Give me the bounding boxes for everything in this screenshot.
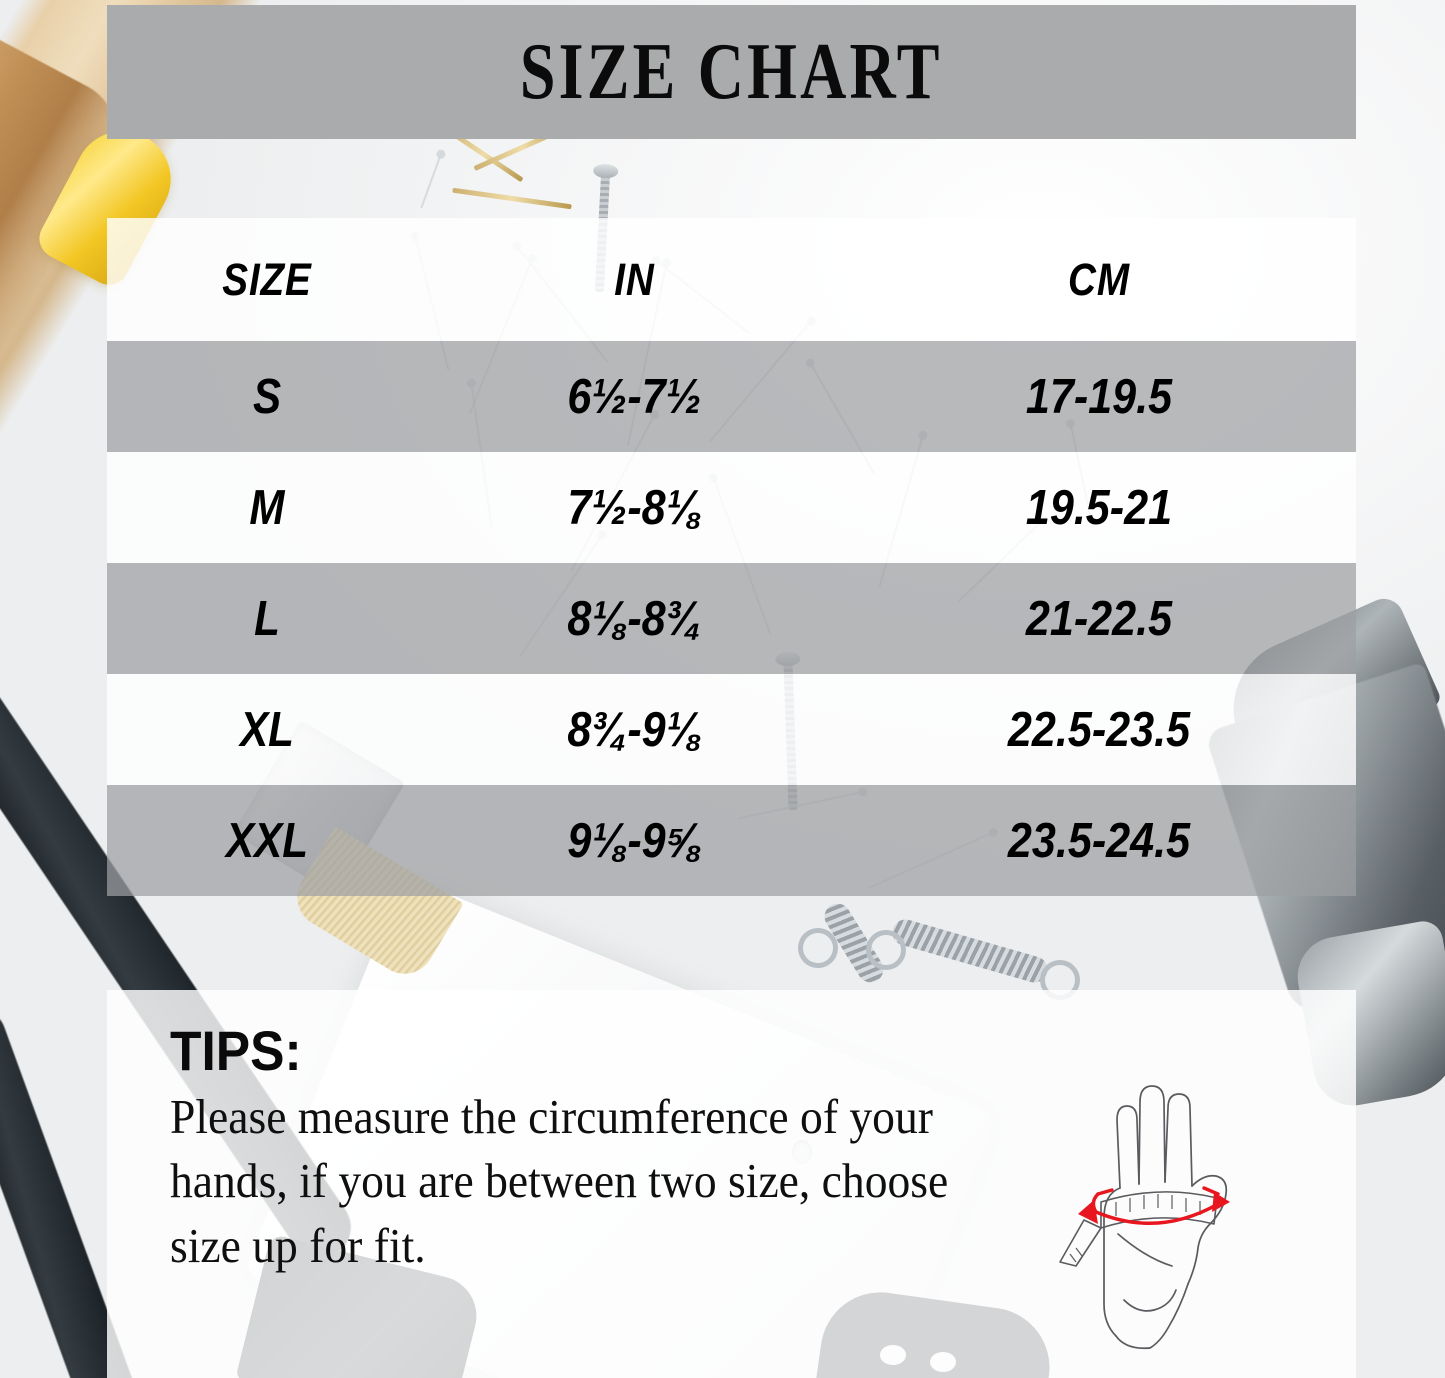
cell-cm: 19.5-21 [1025,480,1173,535]
cell-in: 7½-8⅛ [567,480,702,535]
cell-in: 8⅛-8¾ [567,591,702,646]
tips-title: TIPS: [170,1019,302,1082]
table-row: M 7½-8⅛ 19.5-21 [107,452,1356,563]
page-title: SIZE CHART [520,27,943,116]
cell-size: L [254,591,280,646]
column-header-in: IN [614,253,655,305]
tips-body: Please measure the circumference of your… [170,1088,949,1274]
column-header-cm: CM [1068,253,1130,305]
cell-size: XL [240,702,294,757]
table-row: XL 8¾-9⅛ 22.5-23.5 [107,674,1356,785]
table-row: XXL 9⅛-9⅝ 23.5-24.5 [107,785,1356,896]
column-header-size: SIZE [222,253,312,305]
cell-in: 8¾-9⅛ [567,702,702,757]
cell-size: S [252,369,282,424]
table-row: S 6½-7½ 17-19.5 [107,341,1356,452]
cell-in: 6½-7½ [567,369,702,424]
table-header-row: SIZE IN CM [107,218,1356,341]
cell-size: M [249,480,285,535]
hand-measure-diagram [1054,1052,1314,1352]
tips-panel: TIPS: Please measure the circumference o… [107,990,1356,1378]
spring-large-eye [866,930,906,970]
title-banner: SIZE CHART [107,5,1356,139]
cell-size: XXL [226,813,308,868]
cell-cm: 21-22.5 [1025,591,1173,646]
cell-cm: 22.5-23.5 [1007,702,1191,757]
cell-cm: 23.5-24.5 [1007,813,1191,868]
tips-text-block: TIPS: Please measure the circumference o… [170,1019,1050,1279]
cell-cm: 17-19.5 [1025,369,1173,424]
size-table: SIZE IN CM S 6½-7½ 17-19.5 M 7½-8⅛ 19.5-… [107,218,1356,896]
cell-in: 9⅛-9⅝ [567,813,702,868]
table-row: L 8⅛-8¾ 21-22.5 [107,563,1356,674]
